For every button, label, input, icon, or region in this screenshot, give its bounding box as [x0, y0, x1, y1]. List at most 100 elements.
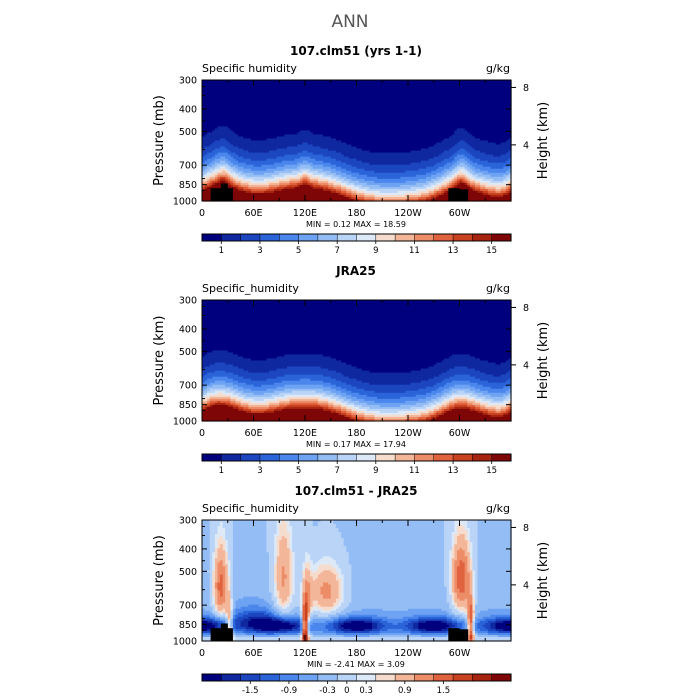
contour-cell: [317, 522, 334, 525]
contour-cell: [312, 524, 319, 527]
contour-cell: [341, 182, 347, 186]
colorbar-label: 3: [257, 466, 262, 476]
contour-cell: [343, 586, 352, 590]
contour-cell: [217, 530, 226, 533]
contour-cell: [469, 564, 473, 567]
contour-cell: [477, 540, 512, 543]
contour-cell: [449, 404, 455, 408]
contour-cell: [214, 616, 221, 620]
contour-cell: [472, 562, 479, 565]
contour-cell: [225, 600, 231, 604]
contour-cell: [325, 620, 334, 624]
contour-cell: [276, 166, 298, 170]
contour-cell: [305, 586, 311, 590]
contour-cell: [454, 548, 461, 551]
contour-cell: [330, 556, 350, 559]
contour-cell: [266, 546, 275, 549]
contour-cell: [467, 398, 476, 402]
contour-cell: [299, 614, 304, 618]
contour-cell: [289, 570, 293, 574]
contour-cell: [212, 142, 231, 146]
contour-cell: [338, 600, 345, 604]
contour-cell: [214, 162, 229, 166]
contour-cell: [202, 598, 211, 602]
contour-cell: [289, 548, 293, 551]
contour-cell: [217, 152, 229, 156]
contour-cell: [274, 578, 278, 582]
contour-cell: [451, 560, 455, 563]
contour-cell: [214, 370, 226, 374]
colorbar-label: 5: [296, 466, 301, 476]
contour-cell: [222, 392, 234, 396]
contour-cell: [436, 414, 440, 418]
contour-cell: [202, 532, 211, 535]
contour-cell: [310, 622, 314, 626]
contour-cell: [258, 596, 273, 600]
contour-cell: [464, 174, 468, 178]
contour-cell: [289, 564, 293, 567]
contour-cell: [289, 520, 314, 523]
contour-cell: [225, 160, 231, 164]
x-tick-label: 0: [199, 208, 205, 219]
contour-cell: [232, 392, 242, 396]
contour-cell: [431, 398, 440, 402]
colorbar-label: 1: [219, 246, 224, 256]
contour-cell: [353, 402, 368, 406]
contour-cell: [451, 584, 455, 588]
contour-cell: [444, 178, 450, 182]
contour-cell: [490, 394, 504, 398]
contour-cell: [232, 550, 267, 553]
contour-cell: [238, 374, 285, 378]
contour-cell: [204, 176, 211, 180]
contour-cell: [449, 390, 458, 394]
contour-cell: [220, 138, 226, 142]
contour-cell: [227, 164, 231, 168]
contour-cell: [235, 180, 242, 184]
colorbar-swatch: [221, 673, 242, 682]
contour-cell: [418, 410, 430, 414]
contour-cell: [472, 610, 476, 614]
contour-cell: [209, 364, 234, 368]
contour-cell: [467, 598, 473, 602]
contour-cell: [426, 196, 432, 200]
contour-cell: [444, 578, 450, 582]
colorbar-frame: [201, 673, 512, 682]
contour-cell: [217, 624, 224, 628]
contour-cell: [227, 554, 234, 557]
contour-cell: [374, 412, 407, 416]
contour-cell: [225, 618, 229, 622]
contour-cell: [253, 178, 265, 182]
contour-cell: [503, 412, 510, 416]
contour-cell: [225, 180, 229, 184]
contour-cell: [477, 624, 484, 628]
contour-cell: [338, 620, 345, 624]
colorbar-swatch: [452, 673, 473, 682]
contour-cell: [212, 588, 216, 592]
contour-cell: [348, 614, 378, 618]
contour-cell: [341, 192, 347, 196]
contour-cell: [289, 552, 293, 555]
contour-cell: [279, 540, 288, 543]
contour-cell: [289, 592, 293, 596]
contour-cell: [212, 594, 216, 598]
contour-cell: [266, 522, 278, 525]
contour-cell: [436, 190, 443, 194]
contour-cell: [369, 162, 412, 166]
contour-cell: [202, 568, 211, 572]
contour-cell: [323, 556, 332, 559]
contour-cell: [271, 606, 278, 610]
contour-cell: [477, 394, 491, 398]
contour-cell: [230, 608, 234, 612]
contour-cell: [284, 374, 324, 378]
contour-cell: [351, 610, 448, 614]
contour-cell: [312, 600, 319, 604]
contour-cell: [338, 594, 342, 598]
contour-cell: [500, 154, 512, 158]
colorbar-swatch: [394, 233, 415, 242]
contour-cell: [310, 624, 327, 628]
contour-cell: [454, 542, 458, 545]
contour-cell: [472, 160, 489, 164]
contour-cell: [214, 592, 219, 596]
contour-cell: [469, 536, 479, 539]
contour-cell: [454, 528, 458, 531]
